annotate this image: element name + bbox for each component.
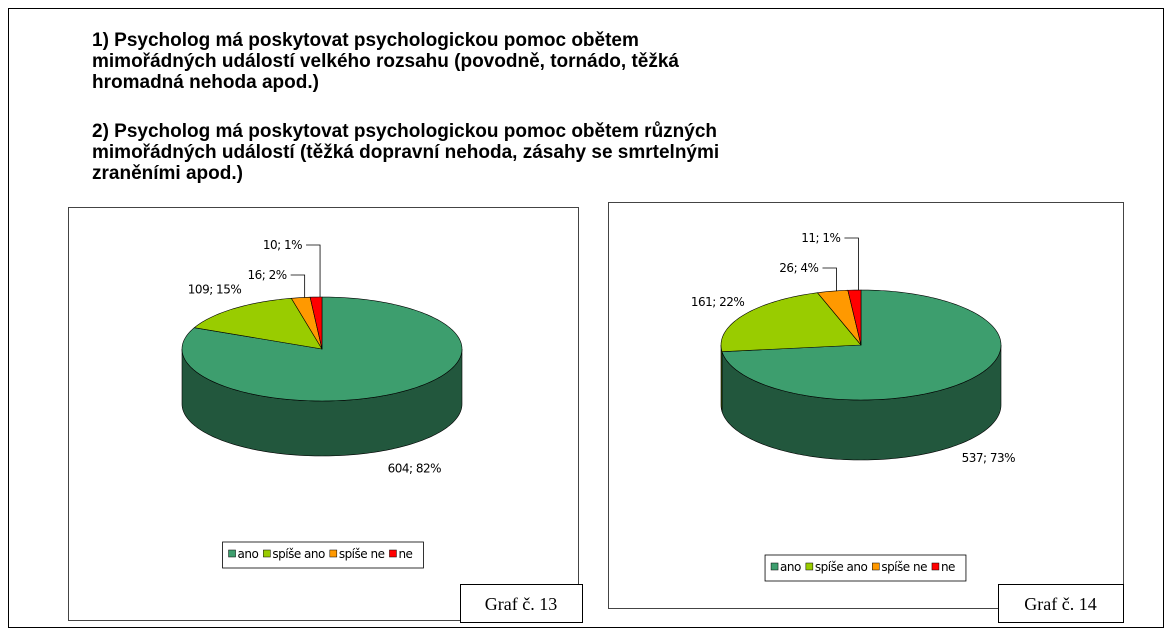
leader-line bbox=[306, 244, 321, 298]
legend-label: ano bbox=[238, 547, 259, 561]
legend-label: spíše ano bbox=[815, 560, 868, 574]
legend-swatch bbox=[931, 562, 940, 571]
pie-side bbox=[720, 344, 723, 412]
leader-line bbox=[844, 237, 859, 291]
legend-swatch bbox=[329, 549, 338, 558]
heading-line: mimořádných událostí velkého rozsahu (po… bbox=[92, 51, 679, 72]
data-label: 10; 1% bbox=[263, 238, 302, 252]
legend-label: ano bbox=[780, 560, 801, 574]
legend-swatch bbox=[228, 549, 236, 558]
data-label: 537; 73% bbox=[962, 451, 1016, 465]
pie-slice bbox=[847, 289, 862, 346]
legend-swatch bbox=[770, 562, 779, 571]
legend-swatch bbox=[872, 562, 880, 571]
legend-label: spíše ne bbox=[339, 547, 385, 561]
heading-line: 2) Psycholog má poskytovat psychologicko… bbox=[92, 121, 717, 142]
heading-line: hromadná nehoda apod.) bbox=[92, 72, 319, 93]
heading-line: 1) Psycholog má poskytovat psychologicko… bbox=[92, 30, 639, 51]
data-label: 161; 22% bbox=[691, 295, 745, 309]
pie-slice bbox=[721, 289, 1002, 401]
heading-line: zraněními apod.) bbox=[92, 163, 243, 184]
legend-label: spíše ano bbox=[272, 547, 325, 561]
pie-slice bbox=[193, 297, 323, 350]
legend-label: spíše ne bbox=[881, 560, 927, 574]
pie-slice bbox=[290, 296, 323, 350]
caption-box bbox=[998, 584, 1124, 623]
data-label: 26; 4% bbox=[779, 261, 818, 275]
leader-line bbox=[290, 274, 306, 298]
caption-box bbox=[460, 584, 583, 623]
pie-slice bbox=[309, 296, 323, 350]
pie-slice bbox=[720, 292, 862, 352]
caption: Graf č. 13 bbox=[485, 594, 557, 614]
legend-swatch bbox=[263, 549, 271, 558]
data-label: 11; 1% bbox=[801, 231, 840, 245]
caption: Graf č. 14 bbox=[1024, 594, 1096, 614]
leader-line bbox=[822, 267, 837, 292]
legend-swatch bbox=[805, 562, 814, 571]
legend-label: ne bbox=[398, 547, 412, 561]
data-label: 109; 15% bbox=[188, 282, 242, 296]
legend-label: ne bbox=[941, 560, 955, 574]
data-label: 604; 82% bbox=[388, 462, 442, 476]
heading-line: mimořádných událostí (těžká dopravní neh… bbox=[92, 142, 719, 163]
legend-swatch bbox=[389, 549, 397, 558]
pie-slice bbox=[816, 289, 862, 346]
data-label: 16; 2% bbox=[247, 268, 286, 282]
